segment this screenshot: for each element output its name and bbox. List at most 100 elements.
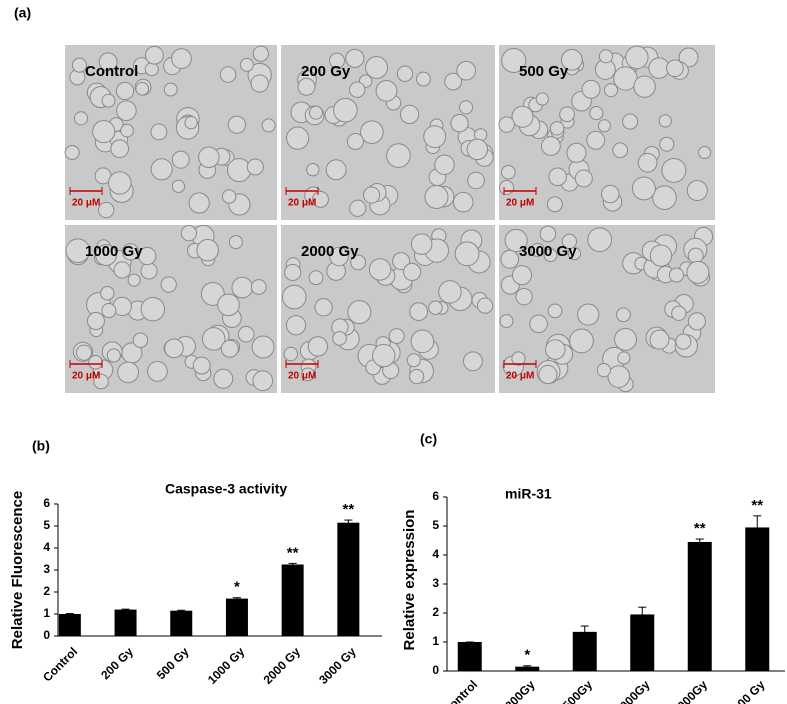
- bar: [337, 522, 360, 636]
- cell: [652, 185, 677, 210]
- cell: [668, 267, 685, 283]
- cell: [368, 258, 392, 281]
- cell: [171, 150, 190, 169]
- cell: [171, 179, 186, 193]
- cell: [345, 48, 365, 68]
- cell: [100, 286, 115, 301]
- scale-label: 20 μM: [72, 371, 100, 382]
- cell: [671, 305, 687, 321]
- cell: [597, 119, 611, 133]
- cell: [410, 329, 435, 354]
- cell: [538, 364, 558, 385]
- cell: [540, 136, 561, 156]
- cell: [462, 351, 483, 372]
- cell: [184, 115, 198, 130]
- cell: [476, 297, 494, 314]
- cell: [637, 152, 658, 173]
- y-tick-label: 6: [43, 496, 50, 510]
- y-tick-label: 6: [432, 489, 439, 503]
- cell: [219, 66, 237, 83]
- x-tick-label: 200Gy: [502, 677, 538, 704]
- cell: [252, 45, 269, 62]
- cell: [306, 162, 320, 177]
- cell: [434, 154, 455, 176]
- micrograph: 2000 Gy 20 μM: [281, 225, 495, 393]
- panel-label: (b): [32, 438, 50, 454]
- significance-mark: **: [343, 501, 355, 518]
- cell: [110, 139, 130, 159]
- cell: [150, 158, 173, 181]
- cell: [409, 302, 428, 321]
- y-tick-label: 5: [43, 518, 50, 532]
- cell: [150, 123, 168, 141]
- cell: [98, 52, 118, 72]
- micrograph: 500 Gy 20 μM: [498, 45, 715, 220]
- cell: [113, 261, 131, 279]
- micrograph: 1000 Gy 20 μM: [65, 224, 277, 393]
- micrograph: Control 20 μM: [64, 45, 277, 220]
- cell: [547, 303, 563, 319]
- cell: [220, 339, 239, 358]
- cell: [201, 327, 226, 351]
- scale-label: 20 μM: [288, 371, 316, 382]
- cell: [308, 105, 323, 120]
- cell: [228, 235, 243, 250]
- significance-mark: **: [751, 497, 763, 514]
- cell: [559, 106, 575, 123]
- image-label: 3000 Gy: [519, 243, 577, 260]
- cell: [86, 311, 105, 330]
- cell: [499, 179, 515, 195]
- cell: [92, 120, 116, 144]
- cell: [93, 373, 109, 390]
- cell: [566, 142, 587, 163]
- cell: [325, 159, 347, 181]
- cell: [121, 243, 140, 261]
- cell: [160, 276, 177, 293]
- cell: [284, 263, 302, 282]
- bar: [745, 527, 770, 671]
- cell: [515, 287, 533, 306]
- cell: [180, 225, 198, 242]
- y-tick-label: 3: [43, 562, 50, 576]
- cell: [529, 314, 548, 334]
- cell: [511, 265, 532, 286]
- cell: [106, 348, 121, 363]
- cell: [687, 312, 706, 331]
- image-label: 1000 Gy: [85, 243, 143, 260]
- cell: [363, 186, 381, 204]
- cell: [116, 100, 137, 121]
- cell: [631, 176, 656, 201]
- cell: [499, 314, 514, 328]
- cell: [332, 331, 347, 346]
- cell: [307, 336, 328, 357]
- cell: [140, 296, 166, 322]
- scale-label: 20 μM: [506, 198, 534, 209]
- y-tick-label: 0: [432, 663, 439, 677]
- cell: [625, 45, 649, 70]
- cell: [501, 48, 527, 74]
- cell: [428, 300, 443, 315]
- cell: [251, 335, 275, 359]
- cell: [196, 238, 219, 262]
- cell: [678, 47, 699, 68]
- cell: [250, 279, 267, 295]
- cell: [75, 344, 93, 361]
- cell: [659, 136, 675, 152]
- cell: [227, 115, 247, 134]
- cell: [349, 81, 366, 98]
- cell: [171, 48, 192, 69]
- cell: [504, 228, 528, 253]
- cell: [467, 171, 485, 190]
- cell: [88, 354, 103, 370]
- image-label: 200 Gy: [301, 63, 351, 80]
- y-tick-label: 4: [432, 547, 439, 561]
- cell: [108, 171, 132, 195]
- chart-title: miR-31: [505, 486, 552, 502]
- y-tick-label: 2: [432, 605, 439, 619]
- bar: [457, 642, 482, 671]
- cell: [349, 199, 367, 217]
- cell: [633, 75, 656, 98]
- cell: [511, 351, 526, 366]
- cell: [649, 244, 673, 267]
